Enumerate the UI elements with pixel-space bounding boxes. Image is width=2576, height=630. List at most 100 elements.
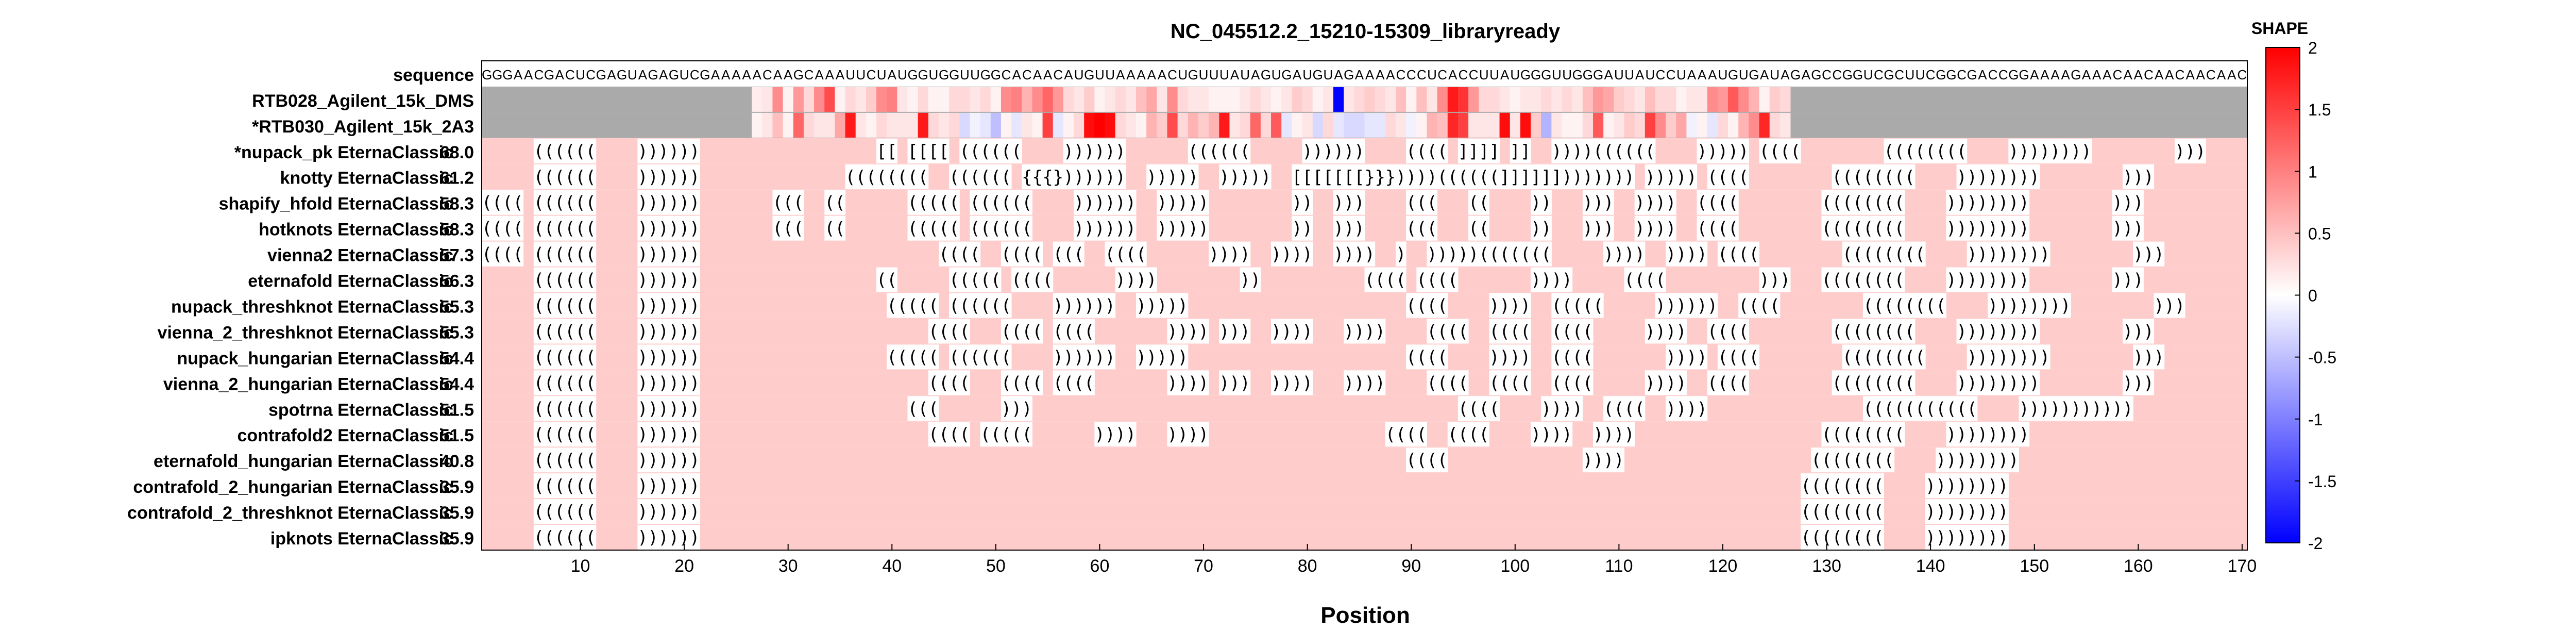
reactivity-cell bbox=[970, 112, 981, 138]
pair-symbol: ) bbox=[1292, 244, 1302, 265]
structure-row-score: 54.4 bbox=[440, 349, 474, 368]
paired-cell bbox=[1042, 164, 1054, 189]
pair-symbol: ( bbox=[793, 219, 804, 239]
pair-symbol: ( bbox=[1863, 399, 1873, 419]
pair-symbol: ( bbox=[1634, 399, 1645, 419]
pair-symbol: ( bbox=[1437, 321, 1447, 342]
structure-row-label: vienna_2_threshknot EternaClassic bbox=[158, 323, 453, 342]
sequence-nucleotide: C bbox=[1874, 67, 1884, 82]
pair-symbol: ) bbox=[637, 373, 648, 393]
pair-symbol: ( bbox=[897, 167, 907, 188]
pair-symbol: ) bbox=[2123, 219, 2133, 239]
reactivity-cell bbox=[814, 87, 825, 112]
pair-symbol: ( bbox=[1551, 295, 1562, 316]
pair-symbol: ( bbox=[907, 399, 918, 419]
paired-cell bbox=[1437, 164, 1448, 189]
paired-cell bbox=[1925, 138, 1936, 163]
pair-symbol: ( bbox=[565, 450, 575, 471]
pair-symbol: ) bbox=[1126, 270, 1136, 291]
pair-symbol: ( bbox=[1468, 219, 1479, 239]
pair-symbol: ) bbox=[648, 321, 658, 342]
paired-cell bbox=[1697, 138, 1708, 163]
pair-symbol: ( bbox=[1468, 424, 1479, 445]
pair-symbol: ) bbox=[658, 450, 669, 471]
paired-cell bbox=[575, 138, 586, 163]
pair-symbol: ) bbox=[1666, 373, 1676, 393]
sequence-nucleotide: A bbox=[1781, 67, 1790, 82]
paired-cell bbox=[1063, 164, 1074, 189]
reactivity-cell bbox=[1074, 112, 1084, 138]
pair-symbol: ) bbox=[1603, 450, 1614, 471]
pair-symbol: ( bbox=[907, 167, 918, 188]
reactivity-cell bbox=[1209, 112, 1219, 138]
pair-symbol: ) bbox=[669, 167, 679, 188]
pair-symbol: ) bbox=[1998, 244, 2008, 265]
pair-symbol: ( bbox=[918, 295, 928, 316]
reactivity-cell bbox=[907, 87, 919, 112]
pair-symbol: ( bbox=[1832, 476, 1842, 496]
pair-symbol: ) bbox=[1105, 167, 1115, 188]
pair-symbol: ) bbox=[2029, 167, 2040, 188]
paired-cell bbox=[1738, 164, 1749, 189]
pair-symbol: ) bbox=[1697, 399, 1707, 419]
sequence-nucleotide: G bbox=[793, 67, 804, 82]
structure-row-label: vienna_2_hungarian EternaClassic bbox=[163, 374, 453, 394]
pair-symbol: ( bbox=[970, 295, 980, 316]
pair-symbol: ) bbox=[2133, 244, 2143, 265]
reactivity-cell bbox=[1624, 112, 1635, 138]
sequence-nucleotide: G bbox=[1281, 67, 1292, 82]
pair-symbol: ( bbox=[1884, 450, 1894, 471]
sequence-nucleotide: C bbox=[762, 67, 772, 82]
pair-symbol: ( bbox=[1074, 321, 1084, 342]
pair-symbol: ( bbox=[970, 244, 980, 265]
paired-cell bbox=[1707, 138, 1718, 163]
paired-cell bbox=[1634, 190, 1646, 215]
sequence-nucleotide: C bbox=[1666, 67, 1676, 82]
pair-symbol: ) bbox=[2029, 399, 2040, 419]
reactivity-cell bbox=[1177, 112, 1189, 138]
structure-row-label: contrafold2 EternaClassic bbox=[238, 426, 453, 445]
paired-cell bbox=[492, 215, 503, 241]
pair-symbol: ( bbox=[1416, 295, 1427, 316]
pair-symbol: ( bbox=[1905, 141, 1915, 162]
pair-symbol: ( bbox=[1634, 270, 1645, 291]
paired-cell bbox=[1956, 138, 1968, 163]
pair-symbol: } bbox=[1385, 167, 1396, 188]
paired-cell bbox=[513, 215, 524, 241]
pair-symbol: ) bbox=[679, 270, 689, 291]
structure-row-label: ipknots EternaClassic bbox=[270, 529, 453, 549]
pair-symbol: ( bbox=[1956, 399, 1967, 419]
sequence-nucleotide: G bbox=[939, 67, 949, 82]
paired-cell bbox=[866, 164, 877, 189]
pair-symbol: ( bbox=[565, 270, 575, 291]
pair-symbol: ( bbox=[1873, 321, 1884, 342]
pair-symbol: ( bbox=[575, 373, 585, 393]
sequence-nucleotide: A bbox=[2103, 67, 2112, 82]
pair-symbol: [ bbox=[928, 141, 939, 162]
pair-symbol: ) bbox=[1925, 476, 1936, 496]
pair-symbol: ) bbox=[1094, 347, 1105, 368]
pair-symbol: ( bbox=[492, 193, 502, 213]
pair-symbol: ) bbox=[1998, 167, 2008, 188]
pair-symbol: ) bbox=[1676, 295, 1686, 316]
reactivity-cell bbox=[1271, 87, 1282, 112]
pair-symbol: ( bbox=[1624, 141, 1634, 162]
reactivity-cell bbox=[980, 87, 991, 112]
pair-symbol: ) bbox=[1697, 141, 1707, 162]
pair-symbol: ( bbox=[575, 502, 585, 522]
sequence-nucleotide: U bbox=[1645, 67, 1655, 82]
pair-symbol: ( bbox=[1375, 270, 1385, 291]
pair-symbol: ( bbox=[1229, 141, 1240, 162]
pair-symbol: ) bbox=[1167, 219, 1177, 239]
sequence-nucleotide: U bbox=[1916, 67, 1925, 82]
pair-symbol: ) bbox=[1998, 527, 2008, 548]
pair-symbol: ( bbox=[1821, 193, 1832, 213]
pair-symbol: ) bbox=[1313, 141, 1323, 162]
pair-symbol: ( bbox=[1728, 321, 1738, 342]
pair-symbol: ( bbox=[959, 295, 970, 316]
pair-symbol: ) bbox=[1998, 373, 2008, 393]
pair-symbol: ( bbox=[897, 347, 907, 368]
pair-symbol: ) bbox=[1219, 244, 1229, 265]
pair-symbol: ( bbox=[1406, 295, 1416, 316]
x-tick-label: 170 bbox=[2228, 556, 2257, 576]
